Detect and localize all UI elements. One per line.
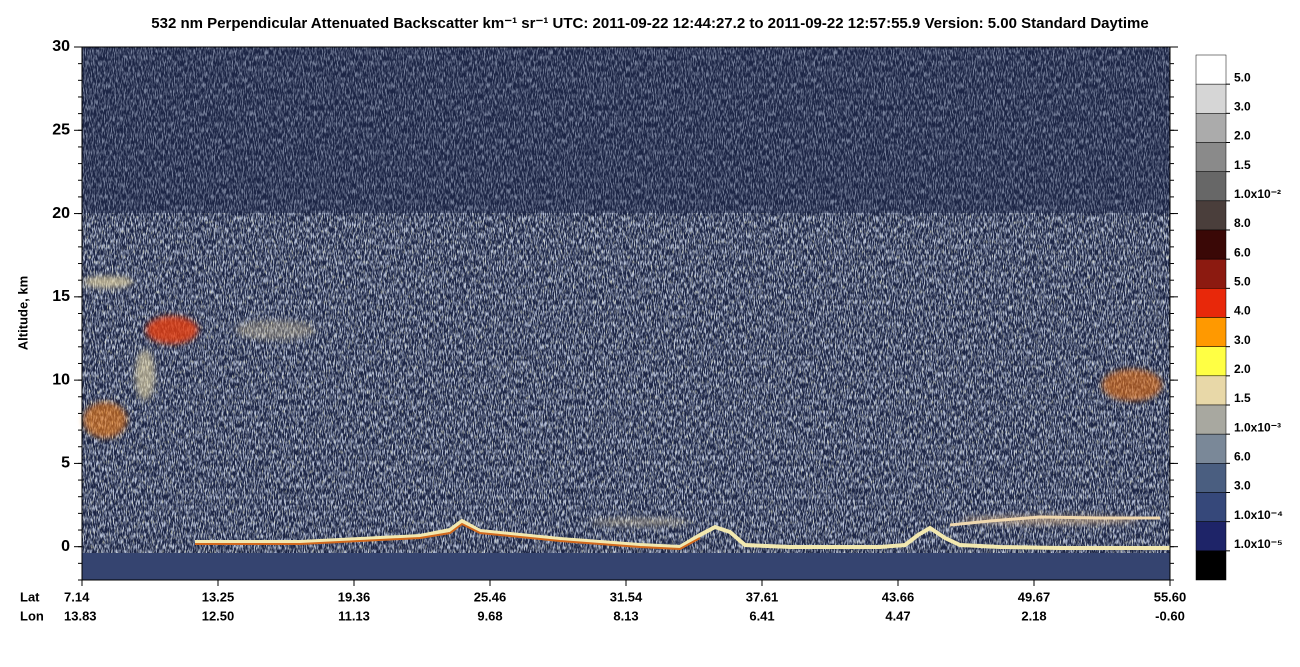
y-tick-label: 20 (52, 205, 70, 222)
below-ground (82, 553, 1170, 580)
colorbar-label: 4.0 (1234, 304, 1251, 318)
noise-bright (82, 213, 1170, 553)
x-tick-label: 13.83 (64, 608, 97, 623)
chart-title: 532 nm Perpendicular Attenuated Backscat… (151, 15, 1148, 32)
x-tick-label: 2.18 (1021, 608, 1046, 623)
cloud (135, 350, 155, 400)
colorbar-label: 1.0x10⁻⁴ (1234, 508, 1283, 522)
cloud (83, 276, 133, 288)
surface-return-edge (195, 522, 701, 551)
colorbar-swatch (1195, 346, 1227, 377)
colorbar-label: 2.0 (1234, 362, 1251, 376)
y-tick-label: 0 (61, 538, 70, 555)
colorbar-label: 1.0x10⁻² (1234, 187, 1281, 201)
boundary-layer (949, 515, 1160, 527)
colorbar-swatch (1195, 288, 1227, 318)
x-tick-label: 7.14 (64, 589, 90, 604)
x-row-name: Lat (20, 589, 40, 604)
colorbar-label: 1.0x10⁻³ (1234, 420, 1281, 434)
colorbar-swatch (1195, 375, 1227, 406)
cloud (235, 320, 315, 340)
colorbar-swatch (1195, 200, 1227, 231)
colorbar-label: 2.0 (1234, 129, 1251, 143)
y-tick-label: 10 (52, 371, 70, 388)
colorbar-swatch (1195, 54, 1227, 85)
colorbar-label: 6.0 (1234, 245, 1251, 259)
cloud (146, 316, 198, 344)
x-tick-label: 19.36 (338, 589, 371, 604)
x-tick-label: 49.67 (1018, 589, 1051, 604)
noise-upper (82, 47, 1170, 213)
x-tick-label: -0.60 (1155, 608, 1185, 623)
y-axis-label: Altitude, km (15, 276, 30, 350)
colorbar-label: 3.0 (1234, 333, 1251, 347)
cloud (1102, 369, 1162, 401)
colorbar-label: 3.0 (1234, 479, 1251, 493)
colorbar-swatch (1195, 492, 1227, 522)
x-tick-label: 4.47 (885, 608, 910, 623)
colorbar-label: 1.5 (1234, 158, 1251, 172)
cloud (590, 518, 690, 526)
surface-return (195, 518, 1170, 550)
x-tick-label: 37.61 (746, 589, 779, 604)
colorbar-label: 1.5 (1234, 391, 1251, 405)
colorbar-swatch (1195, 433, 1227, 464)
colorbar-label: 1.0x10⁻⁵ (1234, 537, 1283, 551)
colorbar-label: 6.0 (1234, 450, 1251, 464)
colorbar-swatch (1195, 317, 1227, 347)
x-tick-label: 25.46 (474, 589, 507, 604)
colorbar-swatch (1195, 142, 1227, 172)
x-tick-label: 8.13 (613, 608, 638, 623)
colorbar-label: 3.0 (1234, 100, 1251, 114)
aerosol-features (83, 276, 1162, 526)
y-tick-label: 30 (52, 38, 70, 55)
colorbar-swatch (1195, 171, 1227, 202)
colorbar-swatch (1195, 521, 1227, 552)
backscatter-image (82, 47, 1170, 580)
colorbar-swatch (1195, 83, 1227, 114)
colorbar-swatch (1195, 463, 1227, 493)
y-tick-label: 25 (52, 122, 70, 139)
x-row-name: Lon (20, 608, 44, 623)
x-tick-label: 43.66 (882, 589, 915, 604)
colorbar-label: 5.0 (1234, 70, 1251, 84)
colorbar-swatch (1195, 229, 1227, 260)
colorbar-swatch (1195, 258, 1227, 289)
cloud (83, 402, 127, 438)
x-tick-label: 13.25 (202, 589, 235, 604)
colorbar-swatch (1195, 404, 1227, 435)
x-tick-label: 11.13 (338, 608, 370, 623)
colorbar-swatch (1195, 113, 1227, 143)
x-tick-label: 31.54 (610, 589, 643, 604)
colorbar-label: 8.0 (1234, 216, 1251, 230)
x-tick-label: 9.68 (477, 608, 502, 623)
x-tick-label: 12.50 (202, 608, 235, 623)
y-tick-label: 5 (61, 455, 70, 472)
x-tick-label: 55.60 (1154, 589, 1187, 604)
colorbar-swatch (1195, 550, 1227, 581)
colorbar-label: 5.0 (1234, 275, 1251, 289)
y-tick-label: 15 (52, 288, 70, 305)
x-tick-label: 6.41 (749, 608, 774, 623)
